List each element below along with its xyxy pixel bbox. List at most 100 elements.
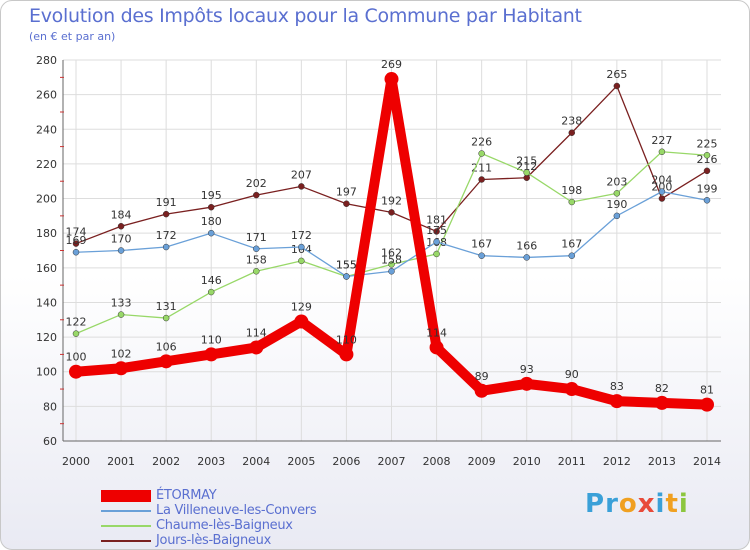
- data-point: [343, 273, 350, 280]
- series-jours-l-s-baigneux: 174 184 191 195 202 207 197 192 181 211 212 238 265 2…: [66, 68, 718, 247]
- data-point: [207, 203, 215, 211]
- data-point: [568, 252, 576, 259]
- logo-letter: t: [665, 489, 679, 519]
- data-point: [388, 209, 395, 216]
- data-label: 195: [201, 189, 222, 202]
- data-point: [703, 167, 711, 175]
- y-tick-label: 140: [36, 296, 57, 309]
- x-tick-label: 2002: [152, 455, 180, 468]
- legend-item-etormay: ÉTORMAY: [101, 488, 316, 503]
- data-label: 198: [561, 184, 582, 197]
- data-point: [72, 240, 80, 247]
- logo-letter: x: [637, 489, 656, 519]
- x-tick-label: 2009: [468, 455, 496, 468]
- data-label: 169: [66, 234, 87, 247]
- data-label: 133: [111, 297, 132, 310]
- data-label: 106: [156, 340, 177, 353]
- data-label: 93: [520, 363, 534, 376]
- data-point: [298, 257, 305, 265]
- y-tick-label: 260: [36, 89, 57, 102]
- y-tick-label: 60: [43, 435, 57, 448]
- data-label: 100: [66, 351, 87, 364]
- data-point: [433, 250, 440, 258]
- data-point: [339, 347, 354, 362]
- series--tormay: 100 102 106 110 114 129 110 269 114 89 93 90 83 82 81: [66, 58, 714, 412]
- data-point: [609, 394, 624, 409]
- data-label: 203: [606, 175, 627, 188]
- data-point: [478, 150, 485, 157]
- x-tick-label: 2010: [513, 455, 541, 468]
- data-point: [207, 229, 215, 237]
- legend-swatch: [101, 489, 151, 502]
- chart-title: Evolution des Impôts locaux pour la Comm…: [29, 5, 582, 27]
- data-label: 190: [606, 198, 627, 211]
- x-tick-label: 2014: [693, 455, 721, 468]
- data-label: 167: [561, 238, 582, 251]
- data-label: 216: [697, 153, 718, 166]
- data-point: [117, 247, 125, 254]
- data-point: [388, 261, 395, 268]
- data-label: 202: [246, 177, 267, 190]
- series-la-villeneuve-les-convers: 169 170 172 180 171 172 155 158 175 167 166 167 190 2…: [66, 174, 718, 280]
- data-label: 114: [426, 326, 447, 339]
- data-label: 158: [246, 253, 267, 266]
- data-point: [658, 188, 666, 195]
- data-point: [613, 82, 621, 90]
- data-point: [253, 191, 260, 199]
- data-label: 110: [336, 333, 357, 346]
- data-label: 269: [381, 58, 402, 71]
- data-point: [478, 176, 485, 183]
- data-label: 191: [156, 196, 177, 209]
- data-point: [478, 252, 485, 259]
- data-point: [384, 72, 399, 87]
- y-tick-label: 280: [36, 54, 57, 67]
- data-point: [658, 148, 666, 156]
- data-point: [429, 340, 444, 355]
- data-point: [519, 376, 534, 391]
- data-label: 175: [426, 224, 447, 237]
- data-label: 207: [291, 168, 312, 181]
- data-label: 167: [471, 238, 492, 251]
- data-label: 155: [336, 258, 357, 271]
- legend-label: Jours-lès-Baigneux: [156, 533, 271, 548]
- x-tick-label: 2012: [603, 455, 631, 468]
- data-label: 238: [561, 115, 582, 128]
- data-label: 199: [697, 182, 718, 195]
- data-label: 265: [606, 68, 627, 81]
- data-label: 110: [201, 333, 222, 346]
- data-point: [474, 383, 489, 398]
- data-label: 170: [111, 233, 132, 246]
- x-tick-label: 2003: [197, 455, 225, 468]
- legend-label: ÉTORMAY: [156, 488, 217, 503]
- legend-item-villeneuve: La Villeneuve-les-Convers: [101, 503, 317, 518]
- data-point: [523, 169, 530, 176]
- data-label: 129: [291, 301, 312, 314]
- x-tick-label: 2001: [107, 455, 135, 468]
- chart-subtitle: (en € et par an): [29, 30, 116, 43]
- y-tick-label: 80: [43, 400, 57, 413]
- data-label: 158: [381, 253, 402, 266]
- data-point: [568, 129, 576, 136]
- y-tick-label: 240: [36, 123, 57, 136]
- data-point: [703, 152, 711, 159]
- logo-letter: r: [605, 489, 619, 519]
- logo-letter: i: [655, 489, 666, 519]
- data-label: 162: [381, 246, 402, 259]
- data-label: 197: [336, 186, 357, 199]
- data-label: 82: [655, 382, 669, 395]
- data-point: [294, 314, 309, 329]
- data-label: 81: [700, 384, 714, 397]
- legend-label: Chaume-lès-Baigneux: [156, 518, 293, 533]
- proxiti-logo: Proxiti: [585, 489, 689, 519]
- data-point: [162, 210, 170, 218]
- data-point: [568, 198, 576, 206]
- x-tick-label: 2005: [287, 455, 315, 468]
- data-point: [162, 243, 170, 251]
- data-label: 180: [201, 215, 222, 228]
- data-label: 200: [651, 181, 672, 194]
- data-label: 166: [516, 239, 537, 252]
- data-label: 215: [516, 155, 537, 168]
- x-tick-label: 2007: [378, 455, 406, 468]
